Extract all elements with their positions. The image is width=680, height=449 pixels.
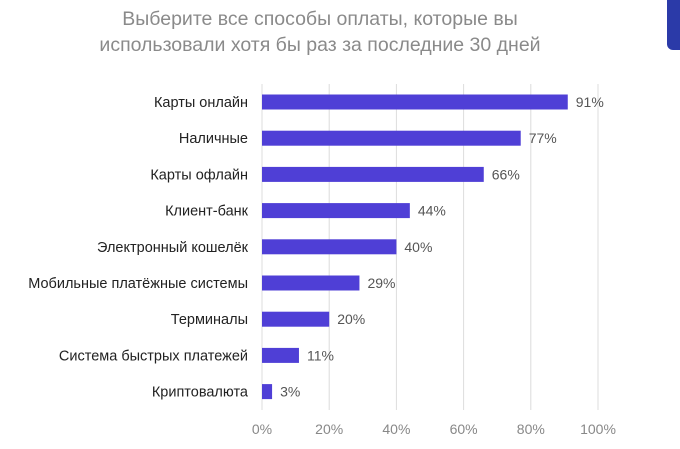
value-label: 3% <box>280 384 300 400</box>
bar <box>262 130 521 146</box>
value-label: 29% <box>367 275 395 291</box>
category-label: Карты онлайн <box>154 95 248 111</box>
x-tick-label-20: 20% <box>315 421 343 437</box>
bar <box>262 239 397 255</box>
brand-corner-mark <box>667 0 680 50</box>
category-label: Электронный кошелёк <box>97 240 249 256</box>
chart-title-line-2: использовали хотя бы раз за последние 30… <box>99 34 541 56</box>
bar <box>262 203 410 219</box>
value-label: 40% <box>404 239 432 255</box>
category-label: Терминалы <box>171 312 248 328</box>
bar <box>262 311 330 327</box>
x-tick-label-80: 80% <box>517 421 545 437</box>
bar <box>262 347 299 363</box>
x-tick-label-100: 100% <box>580 421 616 437</box>
category-label: Мобильные платёжные системы <box>28 276 248 292</box>
bar <box>262 94 568 110</box>
category-label: Карты офлайн <box>150 167 248 183</box>
x-tick-label-60: 60% <box>450 421 478 437</box>
value-label: 20% <box>337 311 365 327</box>
category-label: Наличные <box>179 131 248 147</box>
value-label: 91% <box>576 94 604 110</box>
value-label: 77% <box>529 130 557 146</box>
bar <box>262 166 484 182</box>
category-label: Система быстрых платежей <box>59 348 248 364</box>
value-label: 11% <box>307 347 334 363</box>
value-label: 66% <box>492 166 520 182</box>
category-label: Криптовалюта <box>152 385 249 401</box>
x-tick-label-40: 40% <box>382 421 410 437</box>
bar <box>262 384 273 400</box>
chart-title-line-1: Выберите все способы оплаты, которые вы <box>122 8 518 30</box>
x-tick-label-0: 0% <box>252 421 272 437</box>
category-label: Клиент-банк <box>165 204 249 220</box>
value-label: 44% <box>418 203 446 219</box>
chart-title: Выберите все способы оплаты, которые вы … <box>40 6 600 58</box>
bar <box>262 275 360 291</box>
